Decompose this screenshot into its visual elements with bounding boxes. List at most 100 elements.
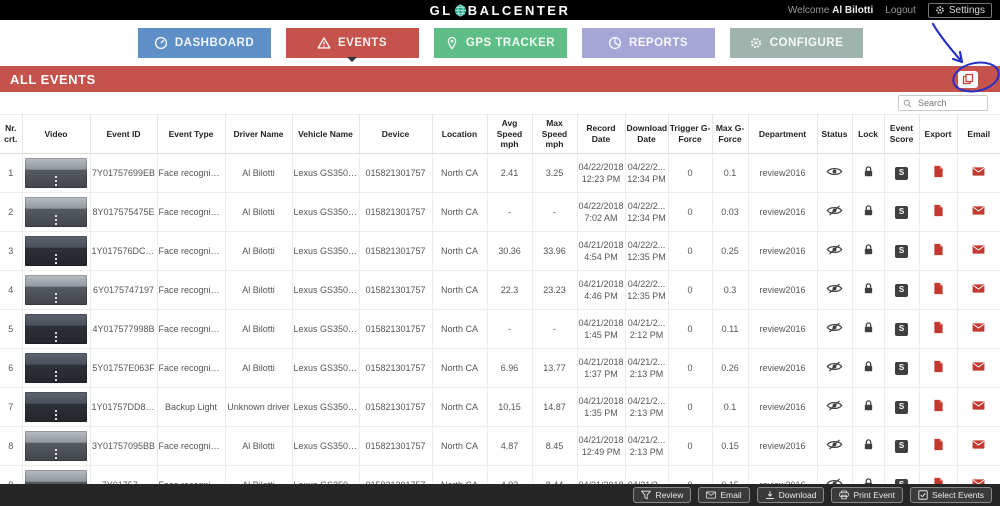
export-events-button[interactable] <box>958 70 978 88</box>
export-pdf-icon[interactable] <box>933 360 944 373</box>
record-date-cell: 04/21/2018 1:37 PM <box>577 348 626 388</box>
event-score-icon[interactable]: S <box>895 166 908 180</box>
driver-name-cell: Al Bilotti <box>225 192 293 232</box>
event-score-icon[interactable]: S <box>895 205 908 219</box>
email-button[interactable]: Email <box>698 487 750 503</box>
driver-name-cell: Al Bilotti <box>225 309 293 349</box>
column-header-export[interactable]: Export <box>919 114 958 154</box>
tab-gps-tracker[interactable]: GPS TRACKER <box>433 28 567 58</box>
review-button[interactable]: Review <box>633 487 692 503</box>
export-cell <box>919 153 958 193</box>
video-thumbnail[interactable] <box>25 274 87 305</box>
video-thumbnail[interactable] <box>25 352 87 383</box>
event-score-icon[interactable]: S <box>895 400 908 414</box>
max-gforce-cell: 0.3 <box>712 270 749 310</box>
tab-reports[interactable]: REPORTS <box>581 28 715 58</box>
lock-icon[interactable] <box>863 243 874 256</box>
print-event-button[interactable]: Print Event <box>831 487 904 503</box>
video-thumbnail[interactable] <box>25 196 87 227</box>
tab-dashboard[interactable]: DASHBOARD <box>137 28 271 58</box>
eye-off-icon[interactable] <box>826 244 843 255</box>
eye-off-icon[interactable] <box>826 283 843 294</box>
status-cell <box>817 348 853 388</box>
column-header-video[interactable]: Video <box>22 114 91 154</box>
email-icon[interactable] <box>972 323 985 332</box>
select-events-button[interactable]: Select Events <box>910 487 992 503</box>
column-header-download-date[interactable]: Download Date <box>625 114 669 154</box>
column-header-trigger-g-force[interactable]: Trigger G-Force <box>668 114 713 154</box>
column-header-status[interactable]: Status <box>817 114 853 154</box>
max-gforce-cell: 0.1 <box>712 387 749 427</box>
email-icon[interactable] <box>972 401 985 410</box>
email-icon[interactable] <box>972 245 985 254</box>
logout-link[interactable]: Logout <box>885 4 916 16</box>
video-thumbnail[interactable] <box>25 391 87 422</box>
column-header-email[interactable]: Email <box>957 114 1000 154</box>
eye-off-icon[interactable] <box>826 322 843 333</box>
email-icon[interactable] <box>972 440 985 449</box>
eye-off-icon[interactable] <box>826 205 843 216</box>
column-header-record-date[interactable]: Record Date <box>577 114 626 154</box>
footer-action-bar: Review Email Download Print Event Select Eve… <box>0 484 1000 506</box>
event-score-icon[interactable]: S <box>895 322 908 336</box>
column-header-nr-crt[interactable]: Nr. crt. <box>0 114 23 154</box>
export-pdf-icon[interactable] <box>933 165 944 178</box>
email-icon[interactable] <box>972 206 985 215</box>
lock-icon[interactable] <box>863 204 874 217</box>
lock-icon[interactable] <box>863 399 874 412</box>
search-row <box>0 92 1000 114</box>
column-header-device[interactable]: Device <box>359 114 433 154</box>
column-header-driver-name[interactable]: Driver Name <box>225 114 293 154</box>
email-icon[interactable] <box>972 362 985 371</box>
column-header-department[interactable]: Department <box>748 114 818 154</box>
record-time: 1:45 PM <box>584 329 618 340</box>
event-score-icon[interactable]: S <box>895 244 908 258</box>
lock-icon[interactable] <box>863 165 874 178</box>
column-header-max-speed-mph[interactable]: Max Speed mph <box>532 114 578 154</box>
video-thumbnail[interactable] <box>25 157 87 188</box>
export-pdf-icon[interactable] <box>933 399 944 412</box>
row-number-cell: 4 <box>0 270 23 310</box>
column-header-event-type[interactable]: Event Type <box>157 114 226 154</box>
search-input[interactable] <box>916 97 983 109</box>
column-header-lock[interactable]: Lock <box>852 114 885 154</box>
column-header-vehicle-name[interactable]: Vehicle Name <box>292 114 360 154</box>
location-cell: North CA <box>432 387 488 427</box>
eye-off-icon[interactable] <box>826 400 843 411</box>
record-date: 04/21/2018 <box>578 434 624 445</box>
eye-off-icon[interactable] <box>826 361 843 372</box>
export-pdf-icon[interactable] <box>933 321 944 334</box>
department-cell: review2016 <box>748 309 818 349</box>
export-pdf-icon[interactable] <box>933 282 944 295</box>
download-time: 12:35 PM <box>627 251 666 262</box>
column-header-avg-speed-mph[interactable]: Avg Speed mph <box>487 114 533 154</box>
lock-icon[interactable] <box>863 360 874 373</box>
eye-off-icon[interactable] <box>826 439 843 450</box>
event-score-icon[interactable]: S <box>895 283 908 297</box>
eye-icon[interactable] <box>826 166 843 177</box>
column-header-max-g-force[interactable]: Max G-Force <box>712 114 749 154</box>
lock-icon[interactable] <box>863 282 874 295</box>
export-pdf-icon[interactable] <box>933 204 944 217</box>
max-speed-cell: 33.96 <box>532 231 578 271</box>
lock-icon[interactable] <box>863 321 874 334</box>
column-header-event-score[interactable]: Event Score <box>884 114 920 154</box>
email-icon[interactable] <box>972 284 985 293</box>
email-cell <box>957 348 1000 388</box>
email-icon[interactable] <box>972 167 985 176</box>
event-score-icon[interactable]: S <box>895 439 908 453</box>
settings-button[interactable]: Settings <box>927 2 992 18</box>
export-pdf-icon[interactable] <box>933 438 944 451</box>
tab-configure[interactable]: CONFIGURE <box>729 28 863 58</box>
record-date: 04/22/2018 <box>578 200 624 211</box>
video-thumbnail[interactable] <box>25 235 87 266</box>
tab-events[interactable]: EVENTS <box>285 28 419 62</box>
event-score-icon[interactable]: S <box>895 361 908 375</box>
video-thumbnail[interactable] <box>25 430 87 461</box>
video-thumbnail[interactable] <box>25 313 87 344</box>
lock-icon[interactable] <box>863 438 874 451</box>
column-header-event-id[interactable]: Event ID <box>90 114 158 154</box>
export-pdf-icon[interactable] <box>933 243 944 256</box>
download-button[interactable]: Download <box>756 487 825 503</box>
column-header-location[interactable]: Location <box>432 114 488 154</box>
